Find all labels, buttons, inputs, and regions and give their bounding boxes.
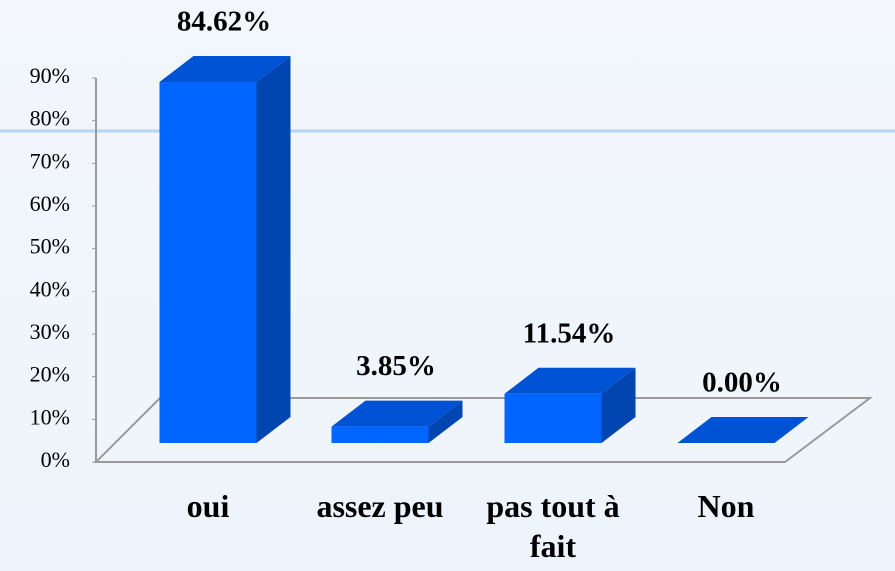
y-tick-label: 90% — [30, 63, 70, 88]
bar-front — [331, 426, 429, 443]
x-tick-label: assez peu — [316, 488, 444, 524]
bar-top — [677, 417, 809, 443]
bar-top — [159, 55, 291, 82]
bar — [159, 55, 291, 444]
bar-side — [428, 400, 463, 443]
floor — [93, 397, 873, 463]
y-tick-label: 0% — [41, 447, 70, 472]
x-tick-label: pas tout à fait — [486, 488, 620, 564]
bar-top — [331, 400, 463, 427]
value-label: 11.54% — [523, 317, 616, 349]
y-tick-label: 30% — [30, 319, 70, 344]
bar-front — [159, 81, 257, 444]
bar-side — [256, 55, 291, 444]
y-tick-label: 40% — [30, 276, 70, 301]
bar-top — [504, 367, 636, 394]
y-tick-label: 60% — [30, 191, 70, 216]
bar-side — [601, 367, 636, 443]
y-tick-label: 20% — [30, 362, 70, 387]
bar — [504, 367, 636, 443]
x-tick-label: Non — [697, 488, 755, 524]
bar — [331, 400, 463, 443]
value-label: 3.85% — [356, 350, 436, 382]
value-label: 0.00% — [702, 367, 782, 399]
y-tick-label: 80% — [30, 106, 70, 131]
y-tick-label: 50% — [30, 234, 70, 259]
y-tick-label: 70% — [30, 148, 70, 173]
bar-front — [504, 393, 602, 443]
y-tick-label: 10% — [30, 404, 70, 429]
value-label: 84.62% — [177, 6, 271, 38]
x-tick-label: oui — [186, 488, 230, 524]
bar — [677, 417, 809, 443]
